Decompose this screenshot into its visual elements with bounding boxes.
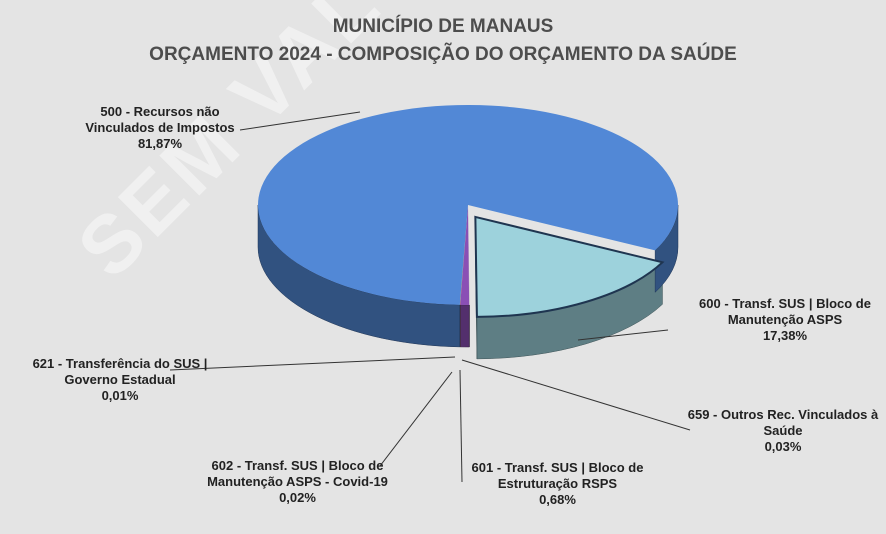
data-label: 601 - Transf. SUS | Bloco de Estruturaçã… <box>455 460 660 508</box>
label-value: 0,03% <box>764 439 802 454</box>
label-value: 0,68% <box>539 492 576 507</box>
label-name: 601 - Transf. SUS | Bloco de Estruturaçã… <box>471 460 644 491</box>
leader-line <box>169 356 456 371</box>
data-label: 621 - Transferência do SUS | Governo Est… <box>25 356 215 404</box>
slice <box>459 205 468 305</box>
label-value: 0,01% <box>101 388 139 403</box>
data-label: 500 - Recursos não Vinculados de Imposto… <box>65 104 255 152</box>
slice <box>474 215 665 318</box>
data-label: 659 - Outros Rec. Vinculados à Saúde 0,03… <box>680 407 886 455</box>
label-value: 81,87% <box>137 136 183 151</box>
leader-line <box>379 371 453 467</box>
label-name: 500 - Recursos não Vinculados de Imposto… <box>85 104 235 135</box>
label-name: 602 - Transf. SUS | Bloco de Manutenção … <box>207 458 388 489</box>
leader-line <box>239 111 361 131</box>
label-value: 0,02% <box>279 490 316 505</box>
label-name: 659 - Outros Rec. Vinculados à Saúde <box>687 407 879 438</box>
slice-side <box>459 304 470 348</box>
data-label: 602 - Transf. SUS | Bloco de Manutenção … <box>195 458 400 506</box>
slice <box>468 205 470 305</box>
label-name: 621 - Transferência do SUS | Governo Est… <box>32 356 208 387</box>
slice <box>459 205 468 305</box>
leader-line <box>461 359 691 431</box>
label-value: 17,38% <box>762 328 808 343</box>
leader-line <box>577 329 669 341</box>
leader-line <box>459 369 463 483</box>
data-label: 600 - Transf. SUS | Bloco de Manutenção … <box>685 296 885 344</box>
slice <box>460 205 470 305</box>
chart-title: MUNICÍPIO DE MANAUS <box>332 16 554 37</box>
label-name: 600 - Transf. SUS | Bloco de Manutenção … <box>699 296 871 327</box>
slice-side <box>257 204 461 348</box>
slice <box>258 105 678 305</box>
chart-subtitle: ORÇAMENTO 2024 - COMPOSIÇÃO DO ORÇAMENTO… <box>149 44 737 65</box>
